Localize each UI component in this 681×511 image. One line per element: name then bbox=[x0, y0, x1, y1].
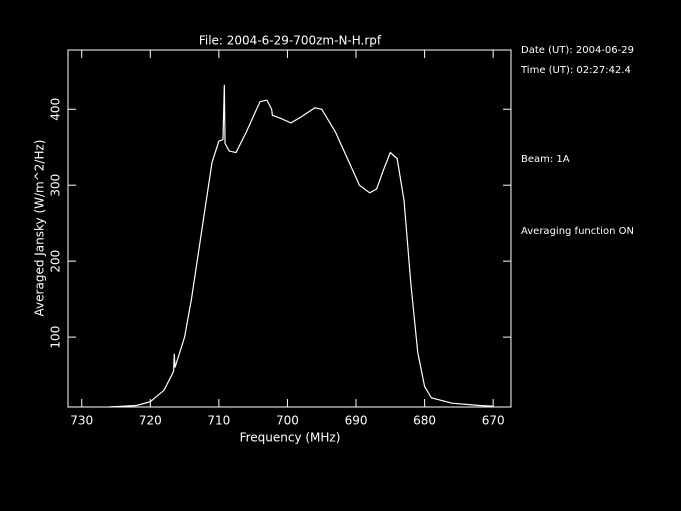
spectrum-line bbox=[109, 84, 494, 408]
plot-frame bbox=[67, 49, 512, 408]
annotation: Averaging function ON bbox=[521, 226, 634, 237]
x-tick-label: 690 bbox=[345, 414, 368, 428]
y-tick-label: 200 bbox=[49, 250, 63, 273]
annotation: Beam: 1A bbox=[521, 154, 570, 165]
x-tick-label: 730 bbox=[70, 414, 93, 428]
y-tick-label: 100 bbox=[49, 326, 63, 349]
annotation: Date (UT): 2004-06-29 bbox=[521, 45, 634, 56]
x-tick-label: 720 bbox=[139, 414, 162, 428]
x-axis-label: Frequency (MHz) bbox=[240, 431, 341, 445]
y-tick-label: 300 bbox=[49, 174, 63, 197]
x-tick-label: 670 bbox=[482, 414, 505, 428]
x-tick-label: 710 bbox=[207, 414, 230, 428]
x-tick-label: 680 bbox=[413, 414, 436, 428]
y-axis-label: Averaged Jansky (W/m^2/Hz) bbox=[33, 140, 47, 317]
annotation: Time (UT): 02:27:42.4 bbox=[520, 65, 631, 76]
y-tick-label: 400 bbox=[49, 98, 63, 121]
chart-title: File: 2004-6-29-700zm-N-H.rpf bbox=[199, 34, 382, 48]
x-tick-label: 700 bbox=[276, 414, 299, 428]
